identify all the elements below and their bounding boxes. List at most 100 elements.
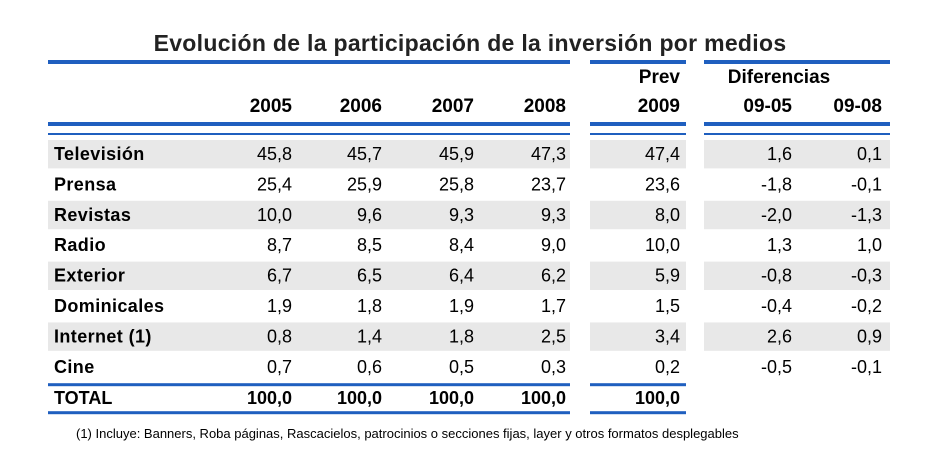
header-rule-thin-2 xyxy=(704,133,890,135)
table-cell: 23,6 xyxy=(645,174,680,194)
table-cell: 1,7 xyxy=(541,296,566,316)
table-cell: 1,8 xyxy=(449,326,474,346)
table-cell: 0,6 xyxy=(357,357,382,377)
table-cell: 25,4 xyxy=(257,174,292,194)
table-cell: 0,9 xyxy=(857,326,882,346)
table-cell: -2,0 xyxy=(761,205,792,225)
column-header-09-05: 09-05 xyxy=(743,96,792,117)
table-cell: 0,2 xyxy=(655,357,680,377)
table-cell: 45,8 xyxy=(257,144,292,164)
row-shade-0-2 xyxy=(704,140,890,169)
row-shade-6-0 xyxy=(48,322,570,351)
header-rule-thin-1 xyxy=(590,133,686,135)
table-cell: 6,4 xyxy=(449,266,474,286)
header-rule-thick-2 xyxy=(704,122,890,126)
table-cell: 25,9 xyxy=(347,174,382,194)
top-rule-0 xyxy=(48,60,570,64)
table-cell: 47,4 xyxy=(645,144,680,164)
row-label: Radio xyxy=(54,235,106,255)
table-cell: -0,4 xyxy=(761,296,792,316)
table-cell: -1,8 xyxy=(761,174,792,194)
table-cell: 9,3 xyxy=(541,205,566,225)
table-cell: 6,2 xyxy=(541,266,566,286)
header-rule-thick-0 xyxy=(48,122,570,126)
total-rule-0 xyxy=(48,383,570,387)
table-cell: 23,7 xyxy=(531,174,566,194)
table-cell: 25,8 xyxy=(439,174,474,194)
row-label: Dominicales xyxy=(54,296,164,316)
table-cell: 1,9 xyxy=(267,296,292,316)
table-cell: 1,0 xyxy=(857,235,882,255)
table-cell: 0,5 xyxy=(449,357,474,377)
total-cell: 100,0 xyxy=(521,388,566,408)
table-cell: 0,7 xyxy=(267,357,292,377)
table-cell: 3,4 xyxy=(655,326,680,346)
header-rule-thin-0 xyxy=(48,133,570,135)
table-cell: 9,0 xyxy=(541,235,566,255)
table-cell: 9,6 xyxy=(357,205,382,225)
header-rule-thick-1 xyxy=(590,122,686,126)
table-cell: 8,7 xyxy=(267,235,292,255)
row-label: Internet (1) xyxy=(54,326,152,346)
table-cell: 8,0 xyxy=(655,205,680,225)
column-header-2005: 2005 xyxy=(250,96,293,117)
table-cell: -0,8 xyxy=(761,266,792,286)
row-shade-6-1 xyxy=(590,322,686,351)
table-cell: -0,5 xyxy=(761,357,792,377)
table-cell: 0,3 xyxy=(541,357,566,377)
total-label: TOTAL xyxy=(54,388,112,408)
table-cell: 1,4 xyxy=(357,326,382,346)
top-rule-1 xyxy=(590,60,686,64)
table-cell: 6,7 xyxy=(267,266,292,286)
column-header-09-08: 09-08 xyxy=(833,96,882,117)
row-shade-2-1 xyxy=(590,200,686,230)
header-prev: Prev xyxy=(639,67,681,88)
row-shade-0-1 xyxy=(590,140,686,169)
column-header-2007: 2007 xyxy=(432,96,474,117)
table-cell: 45,7 xyxy=(347,144,382,164)
header-diferencias: Diferencias xyxy=(728,67,830,88)
row-label: Cine xyxy=(54,357,95,377)
row-shade-6-2 xyxy=(704,322,890,351)
total-rule-1 xyxy=(590,383,686,387)
table-cell: 6,5 xyxy=(357,266,382,286)
table-cell: 1,3 xyxy=(767,235,792,255)
investment-table: Prev Diferencias 2005 2006 2007 2008 2009 09-05… xyxy=(48,60,890,415)
footnote: (1) Incluye: Banners, Roba páginas, Rasc… xyxy=(76,426,739,441)
row-label: Televisión xyxy=(54,144,145,164)
table-cell: 5,9 xyxy=(655,266,680,286)
chart-title: Evolución de la participación de la inve… xyxy=(153,30,787,56)
table-cell: 45,9 xyxy=(439,144,474,164)
table-cell: 0,8 xyxy=(267,326,292,346)
table-cell: 8,4 xyxy=(449,235,474,255)
column-header-2008: 2008 xyxy=(524,96,566,117)
row-label: Revistas xyxy=(54,205,131,225)
row-shade-2-2 xyxy=(704,200,890,230)
row-shade-2-0 xyxy=(48,200,570,230)
table-cell: 10,0 xyxy=(257,205,292,225)
column-header-2009: 2009 xyxy=(638,96,680,117)
table-cell: 1,9 xyxy=(449,296,474,316)
total-cell: 100,0 xyxy=(635,388,680,408)
row-shade-0-0 xyxy=(48,140,570,169)
table-cell: 10,0 xyxy=(645,235,680,255)
row-shade-4-0 xyxy=(48,261,570,290)
table-cell: 0,1 xyxy=(857,144,882,164)
top-rule-2 xyxy=(704,60,890,64)
table-cell: 1,6 xyxy=(767,144,792,164)
row-shade-4-1 xyxy=(590,261,686,290)
table-cell: 2,5 xyxy=(541,326,566,346)
table-cell: -0,1 xyxy=(851,357,882,377)
table-cell: 2,6 xyxy=(767,326,792,346)
row-label: Prensa xyxy=(54,174,117,194)
table-cell: 8,5 xyxy=(357,235,382,255)
column-header-2006: 2006 xyxy=(340,96,382,117)
table-cell: 1,8 xyxy=(357,296,382,316)
table-cell: 9,3 xyxy=(449,205,474,225)
row-label: Exterior xyxy=(54,266,125,286)
table-cell: 1,5 xyxy=(655,296,680,316)
total-cell: 100,0 xyxy=(429,388,474,408)
table-cell: 47,3 xyxy=(531,144,566,164)
bottom-rule-1 xyxy=(590,411,686,415)
table-cell: -0,3 xyxy=(851,266,882,286)
